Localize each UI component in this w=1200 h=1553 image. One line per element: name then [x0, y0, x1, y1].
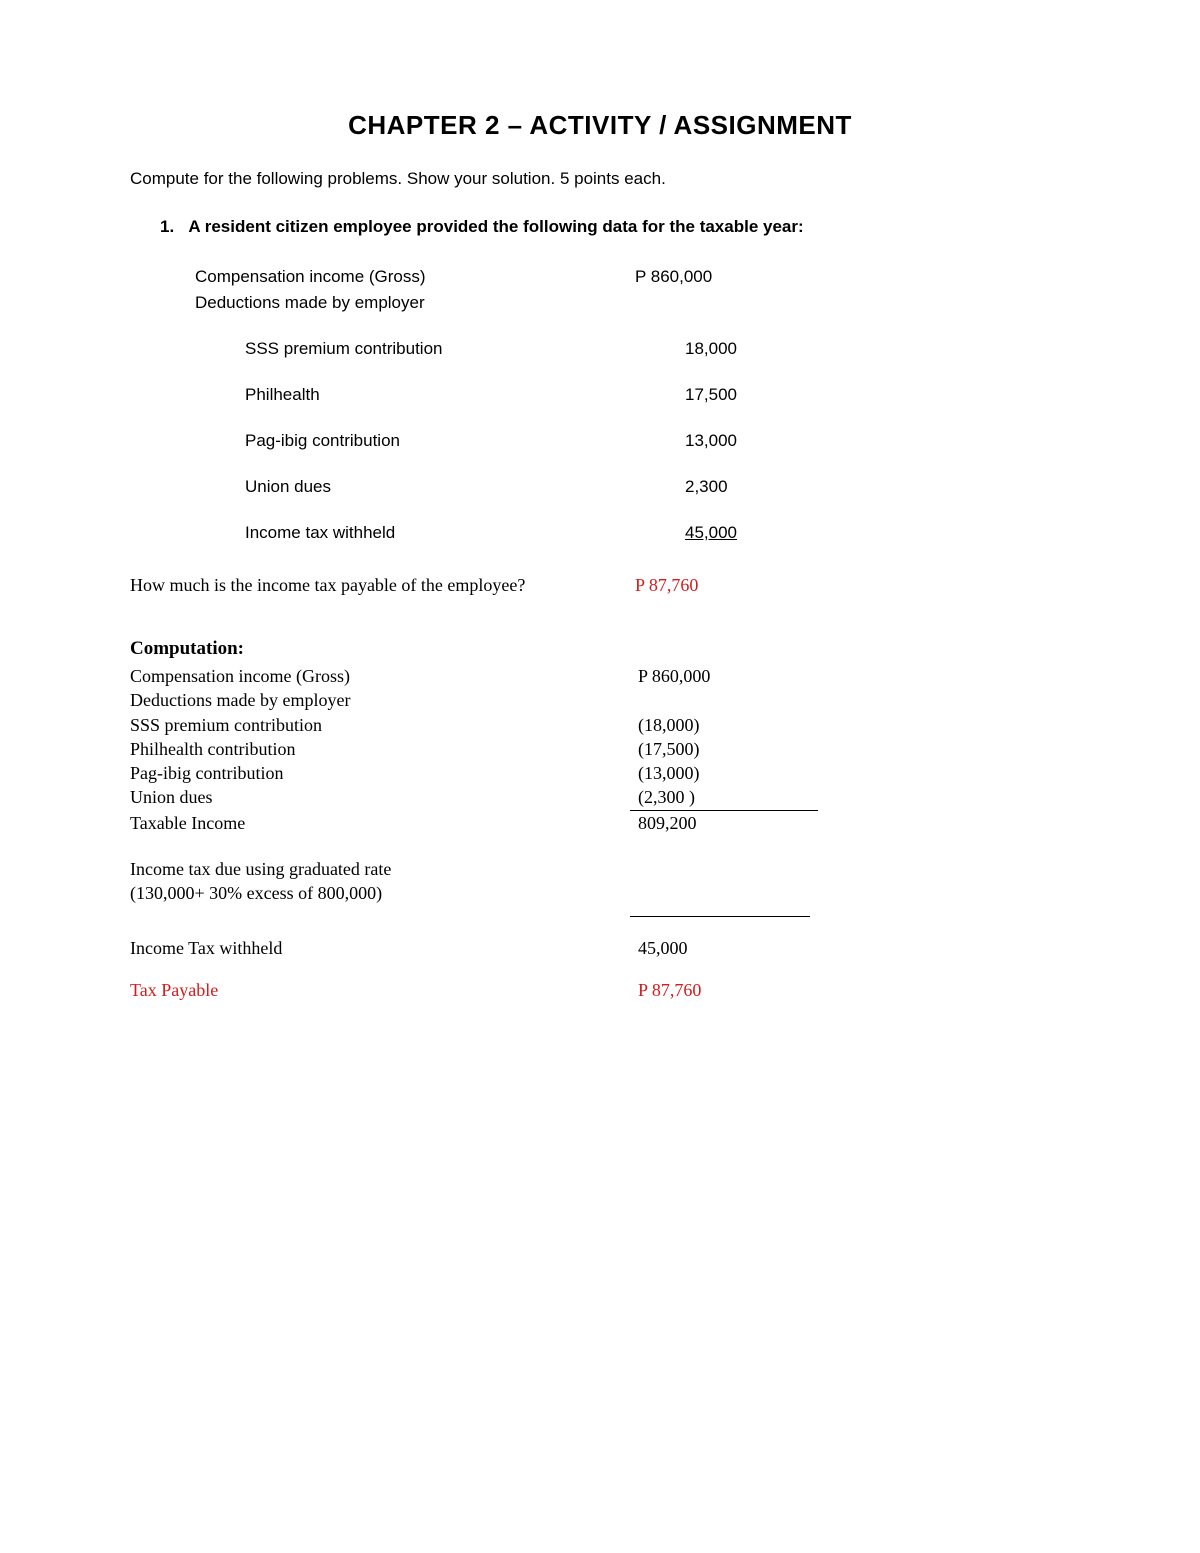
comp-row: SSS premium contribution (18,000) — [130, 713, 1070, 737]
pagibig-value: 13,000 — [685, 431, 795, 451]
data-row: SSS premium contribution 18,000 — [195, 339, 1070, 359]
comp-row: (130,000+ 30% excess of 800,000) — [130, 881, 1070, 905]
union-label: Union dues — [195, 477, 685, 497]
taxable-label: Taxable Income — [130, 811, 630, 835]
pagibig-label: Pag-ibig contribution — [130, 761, 630, 785]
withheld-value: 45,000 — [630, 936, 818, 960]
question-row: How much is the income tax payable of th… — [130, 575, 1070, 596]
data-row: Pag-ibig contribution 13,000 — [195, 431, 1070, 451]
comp-income-value: P 860,000 — [630, 664, 818, 688]
philhealth-value: (17,500) — [630, 737, 818, 761]
sss-value: (18,000) — [630, 713, 818, 737]
withheld-label: Income Tax withheld — [130, 936, 630, 960]
comp-row: Compensation income (Gross) P 860,000 — [130, 664, 1070, 688]
instructions-text: Compute for the following problems. Show… — [130, 169, 1070, 189]
computation-table: Compensation income (Gross) P 860,000 De… — [130, 664, 1070, 1002]
computation-heading: Computation: — [130, 638, 1070, 660]
sss-label: SSS premium contribution — [195, 339, 685, 359]
withheld-label: Income tax withheld — [195, 523, 685, 543]
problem-heading: 1. A resident citizen employee provided … — [160, 217, 1070, 237]
page-title: CHAPTER 2 – ACTIVITY / ASSIGNMENT — [130, 110, 1070, 141]
empty-value — [630, 881, 818, 905]
philhealth-label: Philhealth — [195, 385, 685, 405]
comp-row: Union dues (2,300 ) — [130, 785, 1070, 810]
philhealth-value: 17,500 — [685, 385, 795, 405]
data-row: Income tax withheld 45,000 — [195, 523, 1070, 543]
comp-row: Philhealth contribution (17,500) — [130, 737, 1070, 761]
philhealth-label: Philhealth contribution — [130, 737, 630, 761]
comp-row: Deductions made by employer — [130, 688, 1070, 712]
pagibig-label: Pag-ibig contribution — [195, 431, 685, 451]
comp-row: Taxable Income 809,200 — [130, 811, 1070, 835]
answer-value: P 87,760 — [635, 575, 698, 596]
union-value: (2,300 ) — [630, 785, 818, 810]
taxdue-label-1: Income tax due using graduated rate — [130, 857, 630, 881]
data-row: Union dues 2,300 — [195, 477, 1070, 497]
sss-label: SSS premium contribution — [130, 713, 630, 737]
question-text: How much is the income tax payable of th… — [130, 575, 635, 596]
data-row: Compensation income (Gross) P 860,000 — [195, 267, 1070, 287]
payable-value: P 87,760 — [630, 978, 818, 1002]
data-row: Deductions made by employer — [195, 293, 1070, 313]
given-data-table: Compensation income (Gross) P 860,000 De… — [195, 267, 1070, 543]
data-row: Philhealth 17,500 — [195, 385, 1070, 405]
deductions-label: Deductions made by employer — [195, 293, 635, 313]
problem-prompt: A resident citizen employee provided the… — [188, 217, 803, 236]
problem-number: 1. — [160, 217, 174, 236]
comp-income-value: P 860,000 — [635, 267, 745, 287]
empty-value — [630, 857, 818, 881]
pagibig-value: (13,000) — [630, 761, 818, 785]
comp-income-label: Compensation income (Gross) — [130, 664, 630, 688]
taxdue-label-2: (130,000+ 30% excess of 800,000) — [130, 881, 630, 905]
comp-row: Pag-ibig contribution (13,000) — [130, 761, 1070, 785]
document-page: CHAPTER 2 – ACTIVITY / ASSIGNMENT Comput… — [0, 0, 1200, 1002]
comp-row: Income Tax withheld 45,000 — [130, 936, 1070, 960]
comp-row: Tax Payable P 87,760 — [130, 978, 1070, 1002]
sss-value: 18,000 — [685, 339, 795, 359]
union-label: Union dues — [130, 785, 630, 810]
comp-income-label: Compensation income (Gross) — [195, 267, 635, 287]
empty-value — [630, 688, 818, 712]
withheld-value: 45,000 — [685, 523, 795, 543]
union-value: 2,300 — [685, 477, 795, 497]
payable-label: Tax Payable — [130, 978, 630, 1002]
comp-row: Income tax due using graduated rate — [130, 857, 1070, 881]
empty-value — [635, 293, 745, 313]
taxable-value: 809,200 — [630, 811, 818, 835]
rule-line — [630, 916, 810, 918]
deductions-label: Deductions made by employer — [130, 688, 630, 712]
